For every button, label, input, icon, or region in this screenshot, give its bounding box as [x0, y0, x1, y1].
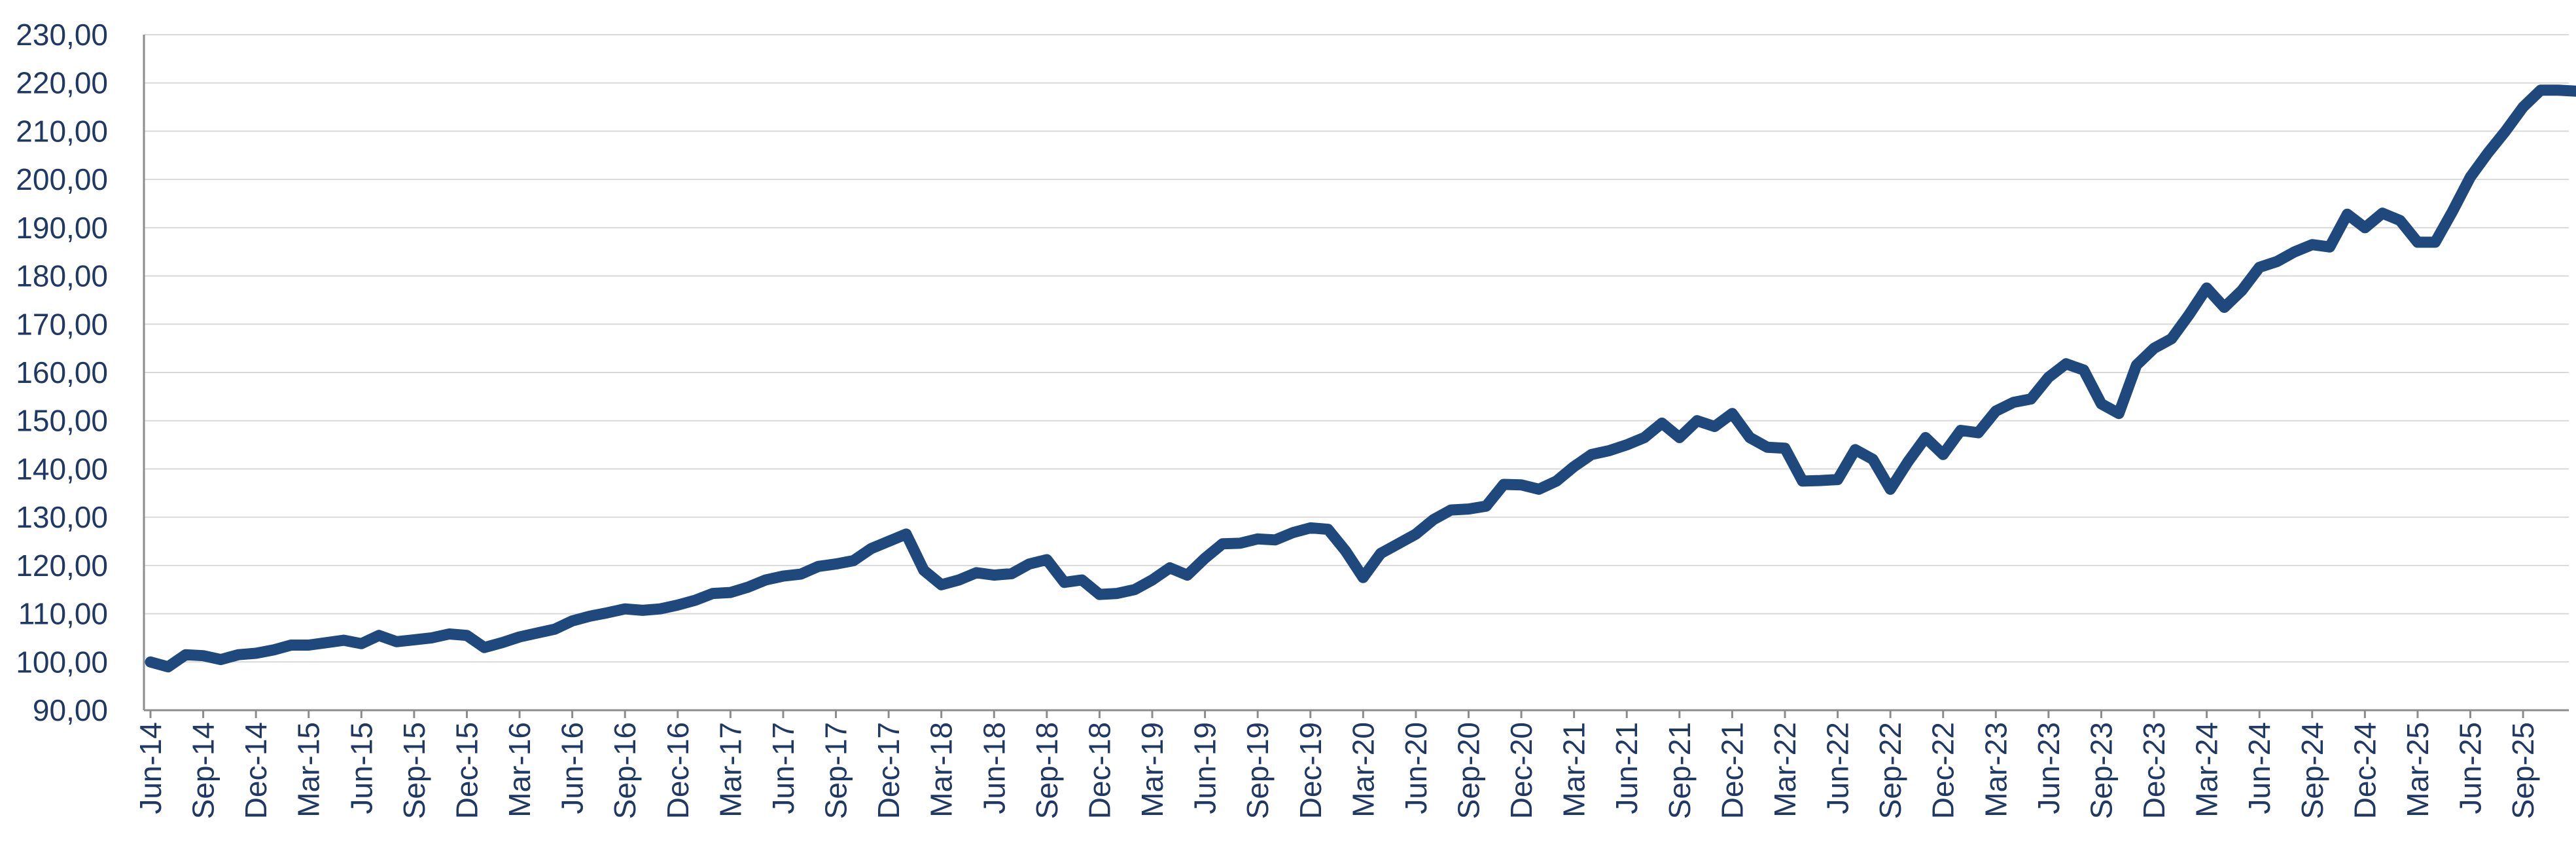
- x-tick-label: Dec-20: [1504, 722, 1538, 819]
- x-tick-label: Sep-16: [608, 722, 642, 819]
- x-tick-label: Sep-15: [397, 722, 431, 819]
- x-tick-label: Sep-24: [2295, 722, 2329, 819]
- y-tick-label: 160,00: [16, 355, 108, 389]
- x-tick-label: Mar-20: [1346, 722, 1380, 818]
- x-tick-label: Mar-19: [1135, 722, 1169, 818]
- x-tick-label: Jun-18: [977, 722, 1011, 814]
- x-tick-label: Jun-15: [344, 722, 378, 814]
- y-tick-label: 140,00: [16, 452, 108, 486]
- series-line: [145, 84, 2576, 673]
- x-tick-label: Dec-21: [1715, 722, 1749, 819]
- x-tick-label: Sep-20: [1452, 722, 1486, 819]
- x-tick-label: Mar-17: [713, 722, 747, 818]
- x-tick-label: Dec-15: [450, 722, 484, 819]
- gridlines: [144, 34, 2569, 663]
- y-tick-label: 220,00: [16, 66, 108, 100]
- x-tick-label: Jun-20: [1399, 722, 1433, 814]
- x-tick-label: Dec-14: [239, 722, 273, 819]
- x-tick-label: Sep-25: [2506, 722, 2540, 819]
- x-tick-label: Dec-23: [2137, 722, 2171, 819]
- x-tick-label: Mar-23: [1979, 722, 2013, 818]
- x-tick-label: Sep-23: [2084, 722, 2118, 819]
- y-tick-label: 210,00: [16, 114, 108, 148]
- x-tick-label: Sep-14: [186, 722, 221, 819]
- y-tick-label: 180,00: [16, 259, 108, 293]
- x-tick-label: Mar-25: [2401, 722, 2435, 818]
- x-tick-label: Sep-18: [1030, 722, 1064, 819]
- axes: [143, 35, 2569, 718]
- y-tick-label: 130,00: [16, 500, 108, 534]
- x-tick-label: Mar-18: [925, 722, 959, 818]
- y-tick-label: 90,00: [33, 693, 108, 727]
- x-tick-label: Jun-17: [766, 722, 800, 814]
- x-tick-label: Sep-22: [1873, 722, 1907, 819]
- y-tick-label: 170,00: [16, 307, 108, 341]
- x-tick-label: Jun-19: [1188, 722, 1222, 814]
- series-layer: [145, 84, 2576, 673]
- y-tick-label: 100,00: [16, 645, 108, 679]
- x-tick-label: Mar-21: [1557, 722, 1591, 818]
- x-tick-label: Sep-19: [1241, 722, 1275, 819]
- x-tick-label: Dec-24: [2348, 722, 2382, 819]
- x-tick-label: Jun-25: [2454, 722, 2488, 814]
- x-tick-label: Dec-18: [1082, 722, 1116, 819]
- y-tick-label: 120,00: [16, 549, 108, 583]
- y-axis-tick-labels: 90,00 100,00 110,00 120,00 130,00 140,00 150,0…: [16, 18, 108, 727]
- x-tick-label: Dec-19: [1294, 722, 1328, 819]
- x-tick-label: Jun-21: [1610, 722, 1644, 814]
- x-tick-label: Sep-21: [1663, 722, 1697, 819]
- x-tick-label: Jun-22: [1821, 722, 1855, 814]
- y-tick-label: 110,00: [18, 597, 108, 631]
- x-tick-label: Mar-22: [1768, 722, 1802, 818]
- x-tick-label: Jun-14: [133, 722, 168, 814]
- x-axis-tick-labels: Jun-14 Sep-14 Dec-14 Mar-15 Jun-15 Sep-15 Dec-…: [133, 722, 2540, 819]
- x-tick-label: Dec-22: [1926, 722, 1960, 819]
- x-tick-label: Jun-16: [556, 722, 590, 814]
- y-tick-label: 200,00: [16, 162, 108, 196]
- x-tick-label: Mar-24: [2190, 722, 2224, 818]
- y-tick-label: 150,00: [16, 404, 108, 438]
- x-tick-label: Jun-24: [2242, 722, 2276, 814]
- x-tick-label: Mar-15: [292, 722, 326, 818]
- x-tick-label: Sep-17: [819, 722, 853, 819]
- y-tick-label: 190,00: [16, 211, 108, 245]
- x-tick-label: Mar-16: [503, 722, 537, 818]
- y-tick-label: 230,00: [16, 18, 108, 52]
- x-tick-label: Dec-16: [661, 722, 695, 819]
- x-tick-label: Jun-23: [2032, 722, 2066, 814]
- x-tick-label: Dec-17: [872, 722, 906, 819]
